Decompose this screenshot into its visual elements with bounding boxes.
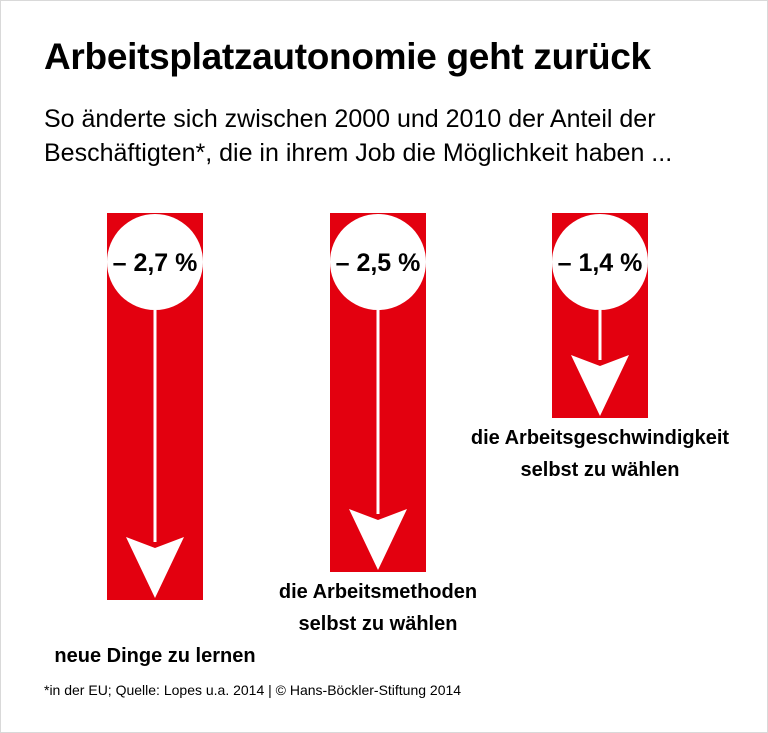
chart-subtitle: So änderte sich zwischen 2000 und 2010 d… [44,105,673,167]
category-label-line: die Arbeitsgeschwindigkeit [470,427,730,449]
chart-title: Arbeitsplatzautonomie geht zurück [44,36,651,77]
category-label-line: neue Dinge zu lernen [54,645,256,667]
source-footnote: *in der EU; Quelle: Lopes u.a. 2014 | © … [44,682,462,698]
arrow-head [126,537,184,598]
data-label: – 2,7 % [113,249,198,277]
arrow-head [571,355,629,416]
category-label: neue Dinge zu lernen [5,640,305,672]
arrow-head [349,509,407,570]
data-label: – 1,4 % [558,249,643,277]
value-circle [330,214,426,310]
category-label-line: selbst zu wählen [520,459,680,481]
category-label-line: selbst zu wählen [298,613,458,635]
category-label: die Arbeitsmethoden selbst zu wählen [228,576,528,640]
value-circle [107,214,203,310]
value-circle [552,214,648,310]
category-label-line: die Arbeitsmethoden [278,581,478,603]
data-label: – 2,5 % [336,249,421,277]
category-label: die Arbeitsgeschwindigkeit selbst zu wähl… [450,422,750,486]
